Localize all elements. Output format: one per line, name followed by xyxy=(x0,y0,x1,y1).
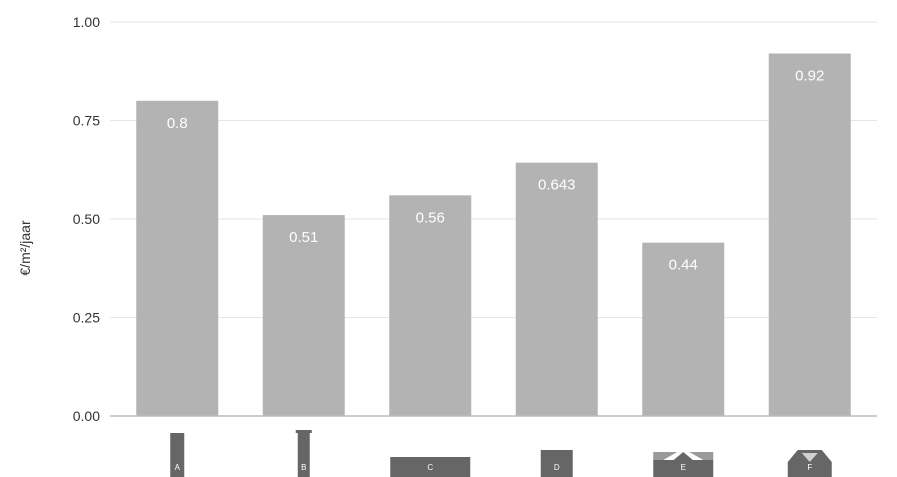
bar-C xyxy=(389,195,472,416)
y-tick-label: 1.00 xyxy=(73,14,100,30)
bar-value-label: 0.643 xyxy=(538,177,576,194)
y-tick-label: 0.50 xyxy=(73,211,100,227)
x-tick-label: D xyxy=(554,463,560,472)
long-low-block-icon: C xyxy=(390,457,471,477)
bar-A xyxy=(136,100,219,417)
y-tick-label: 0.25 xyxy=(73,310,100,326)
bar-value-label: 0.51 xyxy=(289,229,318,246)
bar-B xyxy=(262,215,345,416)
x-tick-label: F xyxy=(807,463,812,472)
y-tick-label: 0.75 xyxy=(73,113,100,129)
bar-E xyxy=(642,242,725,416)
x-tick-label: A xyxy=(175,463,181,472)
gabled-roof-icon: F xyxy=(787,450,832,477)
x-axis-icons: A B C D E F xyxy=(170,430,832,477)
tall-narrow-block-icon: A xyxy=(170,433,185,477)
bar-value-label: 0.8 xyxy=(167,115,188,132)
x-tick-label: B xyxy=(301,463,306,472)
x-tick-label: C xyxy=(427,463,433,472)
x-tick-label: E xyxy=(681,463,686,472)
y-tick-label: 0.00 xyxy=(73,408,100,424)
y-axis-label: €/m²/jaar xyxy=(17,220,33,276)
bar-F xyxy=(768,53,851,417)
bar-value-label: 0.92 xyxy=(795,68,824,85)
tall-narrow-tower-icon: B xyxy=(295,430,312,477)
y-axis-ticks: 0.00 0.25 0.50 0.75 1.00 xyxy=(73,14,100,424)
gabled-row-icon: E xyxy=(653,452,714,477)
bar-value-label: 0.56 xyxy=(416,209,445,226)
bars: 0.8 0.51 0.56 0.643 0.44 0.92 xyxy=(136,53,851,417)
gridlines xyxy=(110,21,877,318)
bar-D xyxy=(515,162,598,416)
small-box-icon: D xyxy=(540,450,573,477)
bar-value-label: 0.44 xyxy=(669,257,698,274)
